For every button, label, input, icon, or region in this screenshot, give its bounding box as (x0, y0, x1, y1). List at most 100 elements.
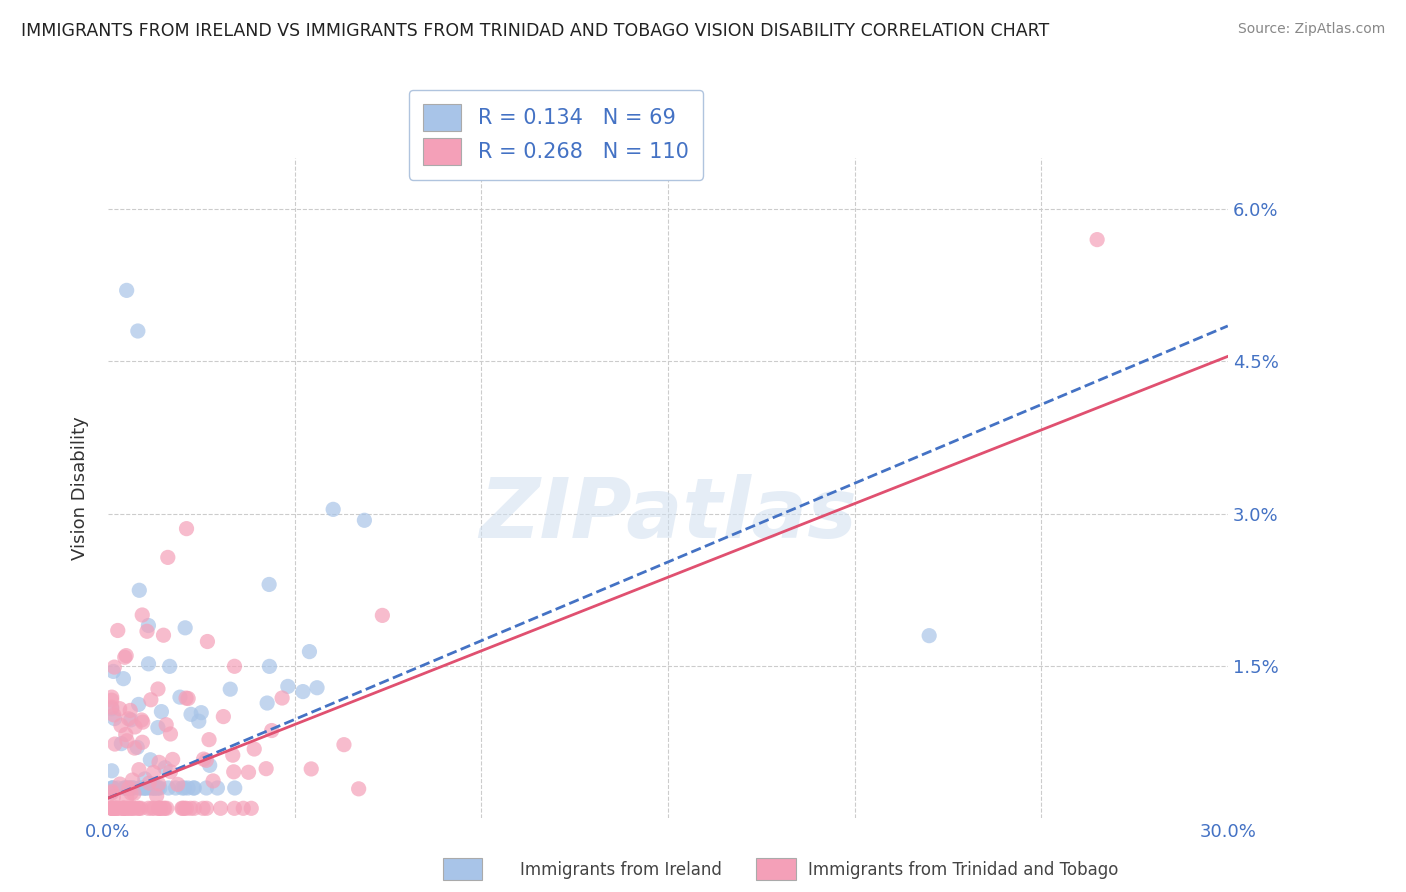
Point (122, 801, 145, 815)
Point (118, 780, 141, 795)
Point (128, 801, 150, 815)
Point (100, 693, 122, 707)
Point (103, 707, 125, 722)
Point (135, 780, 157, 795)
Point (118, 801, 141, 815)
Point (120, 801, 142, 815)
Point (131, 607, 153, 622)
Point (156, 550, 179, 565)
Point (299, 762, 322, 776)
Point (132, 715, 155, 730)
Point (138, 657, 160, 671)
Point (100, 780, 122, 795)
Point (209, 801, 232, 815)
Point (153, 801, 176, 815)
Point (193, 752, 215, 766)
Point (166, 777, 188, 791)
Point (122, 801, 145, 815)
Point (170, 801, 193, 815)
Point (202, 773, 225, 788)
Point (114, 780, 136, 795)
Point (131, 713, 153, 727)
Point (159, 659, 181, 673)
Point (165, 780, 187, 795)
Point (149, 801, 172, 815)
Point (122, 780, 145, 795)
Point (224, 659, 246, 673)
Point (156, 801, 179, 815)
Point (100, 784, 122, 798)
Point (118, 780, 141, 795)
Point (122, 787, 145, 801)
Point (115, 791, 138, 805)
Point (121, 780, 143, 795)
Point (118, 780, 141, 795)
Point (180, 801, 202, 815)
Point (103, 712, 125, 726)
Point (298, 644, 321, 658)
Point (177, 780, 200, 795)
Point (129, 801, 152, 815)
Point (183, 780, 205, 795)
Point (257, 577, 280, 591)
Point (222, 764, 245, 779)
Point (131, 735, 153, 749)
Point (162, 752, 184, 766)
Point (100, 700, 122, 714)
Point (187, 714, 209, 729)
Point (260, 723, 283, 738)
Point (101, 780, 124, 795)
Point (146, 721, 169, 735)
Point (132, 780, 155, 795)
Point (183, 801, 205, 815)
Point (138, 618, 160, 632)
Point (110, 737, 132, 751)
Point (191, 801, 214, 815)
Point (103, 660, 125, 674)
Point (127, 324, 149, 338)
Point (108, 701, 131, 715)
Point (139, 692, 162, 706)
Point (115, 801, 138, 815)
Text: Source: ZipAtlas.com: Source: ZipAtlas.com (1237, 22, 1385, 37)
Point (918, 629, 941, 643)
Point (190, 706, 212, 720)
Point (117, 712, 139, 726)
Point (240, 801, 263, 815)
Point (100, 764, 122, 778)
Point (142, 765, 165, 780)
Point (148, 756, 170, 770)
Point (100, 702, 122, 716)
Point (142, 780, 165, 795)
Point (128, 763, 150, 777)
Point (107, 780, 129, 795)
Point (183, 780, 205, 795)
Point (121, 772, 143, 787)
Point (120, 713, 142, 727)
Point (100, 786, 122, 800)
Point (146, 681, 169, 696)
Point (195, 780, 218, 795)
Text: Immigrants from Trinidad and Tobago: Immigrants from Trinidad and Tobago (808, 861, 1119, 879)
Point (105, 801, 128, 815)
Point (148, 801, 170, 815)
Point (145, 789, 167, 803)
Point (104, 737, 127, 751)
Point (148, 801, 170, 815)
Point (139, 753, 162, 767)
Point (128, 583, 150, 598)
Point (224, 780, 246, 795)
Point (152, 628, 174, 642)
Point (114, 650, 136, 665)
Point (100, 801, 122, 815)
Point (112, 801, 135, 815)
Point (347, 781, 370, 796)
Point (128, 698, 150, 712)
Point (198, 758, 221, 772)
Point (115, 733, 138, 747)
Point (128, 780, 150, 795)
Point (173, 780, 195, 795)
Point (149, 801, 172, 815)
Point (100, 801, 122, 815)
Point (143, 780, 166, 795)
